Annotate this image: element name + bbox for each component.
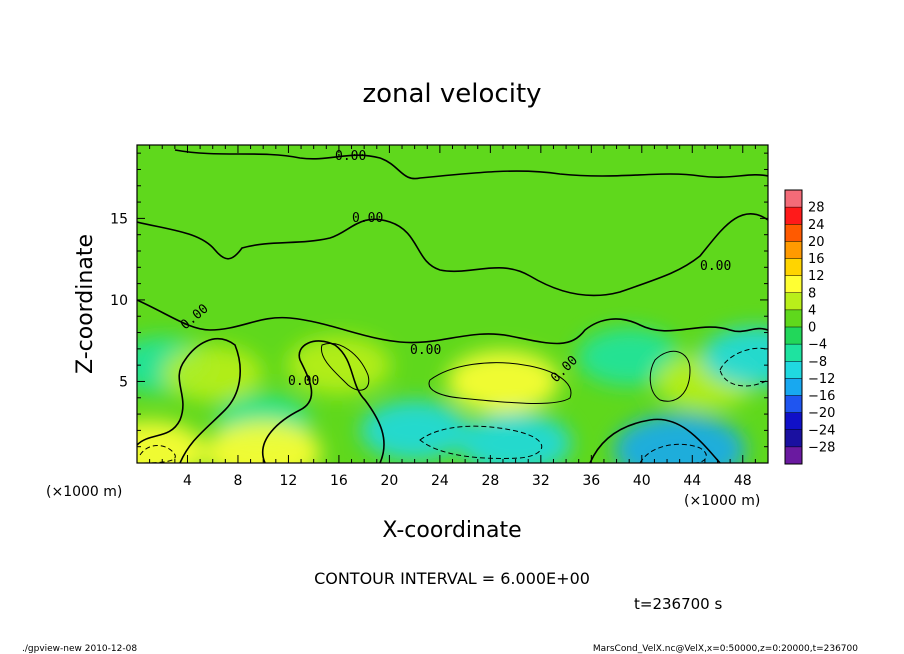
contour-pos-center bbox=[428, 362, 572, 404]
colorbar-swatch bbox=[785, 275, 802, 294]
field-blob bbox=[205, 421, 322, 463]
plot-area: 0.00 0.00 0.00 0.00 0.00 0.00 0.00 bbox=[136, 144, 769, 464]
contour-pos-right bbox=[649, 350, 691, 402]
x-unit-label-right: (×1000 m) bbox=[684, 493, 760, 509]
x-tick-label: 8 bbox=[233, 473, 242, 489]
colorbar-label: 28 bbox=[808, 201, 825, 216]
colorbar-swatch bbox=[785, 224, 802, 242]
time-label: t=236700 s bbox=[634, 595, 722, 613]
x-axis-label: X-coordinate bbox=[382, 518, 521, 543]
x-tick-label: 20 bbox=[380, 473, 398, 489]
contour-neg-center bbox=[419, 425, 543, 459]
x-tick-label: 24 bbox=[431, 473, 449, 489]
field-blob bbox=[613, 413, 746, 463]
x-tick-label: 48 bbox=[734, 473, 752, 489]
colorbar-label: 20 bbox=[808, 235, 825, 250]
colorbar-swatch bbox=[785, 258, 802, 277]
y-axis: 5 10 15 bbox=[110, 152, 768, 448]
field-blob bbox=[137, 420, 206, 463]
colorbar-label: −16 bbox=[808, 389, 835, 404]
colorbar-label: 24 bbox=[808, 218, 825, 233]
field-blob bbox=[360, 400, 469, 461]
colorbar-swatch bbox=[785, 190, 802, 208]
contour-pos-left bbox=[320, 343, 370, 391]
field-blob bbox=[577, 328, 682, 386]
colorbar-label: −20 bbox=[808, 406, 835, 421]
colorbar-label: 8 bbox=[808, 286, 816, 301]
contour-zero-mid bbox=[262, 340, 385, 463]
contour-lines bbox=[137, 149, 768, 463]
contour-zero-left bbox=[137, 338, 241, 463]
field-blob bbox=[459, 412, 572, 463]
x-axis: 4 8 12 16 20 24 28 32 36 40 44 48 bbox=[149, 145, 756, 489]
colorbar-swatch bbox=[785, 207, 802, 225]
x-tick-label: 40 bbox=[633, 473, 651, 489]
contour-label: 0.00 bbox=[288, 374, 319, 389]
field-blob bbox=[286, 336, 391, 395]
colorbar-label: −12 bbox=[808, 372, 835, 387]
colorbar-swatch bbox=[785, 361, 802, 379]
colorbar-label: 4 bbox=[808, 303, 816, 318]
y-axis-label: Z-coordinate bbox=[73, 234, 98, 374]
colorbar-label: 0 bbox=[808, 321, 816, 336]
contour-label: 0.00 bbox=[352, 211, 383, 226]
colorbar-swatch bbox=[785, 344, 802, 362]
chart-title: zonal velocity bbox=[362, 79, 541, 109]
colorbar-swatch bbox=[785, 309, 802, 328]
field-blob bbox=[701, 327, 768, 387]
colorbar-label: −24 bbox=[808, 423, 835, 438]
colorbar: 28 24 20 16 12 8 4 0 −4 −8 −12 −16 −20 −24 −28 bbox=[784, 189, 835, 465]
x-unit-label-left: (×1000 m) bbox=[46, 484, 122, 500]
x-tick-label: 28 bbox=[481, 473, 499, 489]
colorbar-swatch bbox=[785, 292, 802, 311]
x-tick-label: 32 bbox=[532, 473, 550, 489]
field-blob bbox=[162, 345, 263, 402]
contour-neg-bottom-right bbox=[639, 443, 707, 463]
colorbar-swatch bbox=[785, 241, 802, 259]
contour-zero-right bbox=[589, 418, 721, 463]
y-tick-label: 15 bbox=[110, 211, 128, 227]
contour-zero-lower bbox=[137, 299, 768, 345]
x-tick-label: 4 bbox=[183, 473, 192, 489]
contour-interval: CONTOUR INTERVAL = 6.000E+00 bbox=[314, 569, 590, 588]
footer-left: ./gpview-new 2010-12-08 bbox=[22, 644, 137, 654]
contour-label: 0.00 bbox=[410, 343, 441, 358]
colorbar-swatch bbox=[785, 378, 802, 396]
y-tick-label: 10 bbox=[110, 293, 128, 309]
colorbar-swatch bbox=[785, 327, 802, 345]
colorbar-label: −28 bbox=[808, 440, 835, 455]
colorbar-swatch bbox=[785, 446, 802, 465]
x-tick-label: 16 bbox=[330, 473, 348, 489]
colorbar-label: 12 bbox=[808, 269, 825, 284]
colorbar-label: −4 bbox=[808, 338, 827, 353]
contour-label: 0.00 bbox=[700, 259, 731, 274]
colorbar-swatch bbox=[785, 412, 802, 431]
colorbar-swatch bbox=[785, 395, 802, 414]
field-blobs bbox=[137, 327, 768, 463]
contour-zero-upper bbox=[137, 213, 768, 297]
contour-zero-top bbox=[174, 149, 768, 180]
x-tick-label: 44 bbox=[683, 473, 701, 489]
x-tick-label: 36 bbox=[582, 473, 600, 489]
colorbar-label: −8 bbox=[808, 355, 827, 370]
contour-label: 0.00 bbox=[335, 149, 366, 164]
x-tick-label: 12 bbox=[280, 473, 298, 489]
footer-right: MarsCond_VelX.nc@VelX,x=0:50000,z=0:2000… bbox=[593, 644, 858, 654]
y-tick-label: 5 bbox=[119, 374, 128, 390]
colorbar-label: 16 bbox=[808, 252, 825, 267]
colorbar-swatch bbox=[785, 429, 802, 448]
